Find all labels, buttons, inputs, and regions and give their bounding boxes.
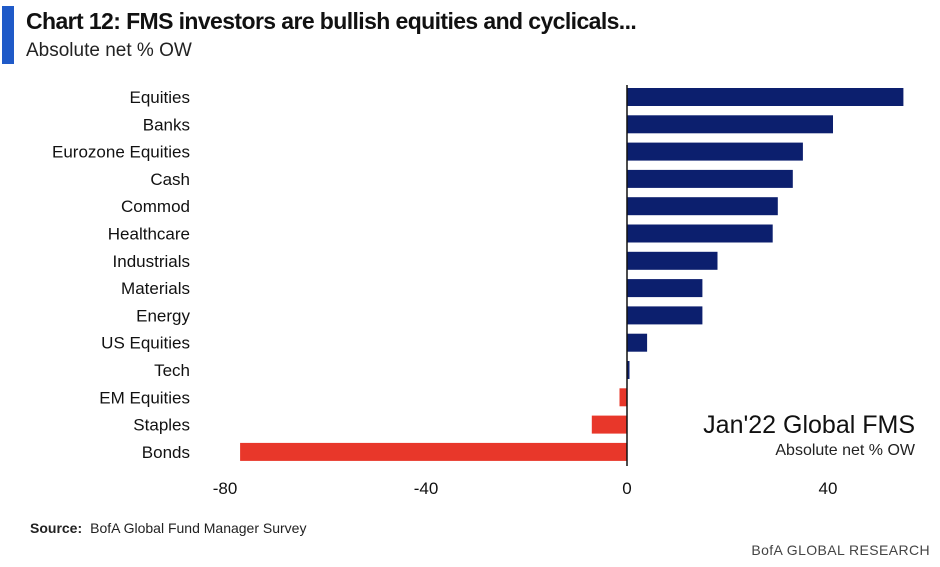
- bar-tech: [627, 361, 630, 379]
- annotation-subtitle: Absolute net % OW: [775, 442, 916, 459]
- brand-footer: BofA GLOBAL RESEARCH: [751, 542, 930, 558]
- chart-title: Chart 12: FMS investors are bullish equi…: [26, 8, 637, 34]
- category-label: Bonds: [142, 443, 190, 462]
- category-label: Staples: [133, 416, 190, 435]
- category-label: Banks: [143, 115, 190, 134]
- category-label: US Equities: [101, 334, 190, 353]
- bar-cash: [627, 169, 793, 188]
- category-label: Commod: [121, 197, 190, 216]
- bar-materials: [627, 279, 703, 298]
- source-note: Source: BofA Global Fund Manager Survey: [30, 520, 306, 536]
- bar-eurozone-equities: [627, 142, 803, 161]
- x-tick-label: -40: [414, 479, 439, 498]
- x-tick-label: 40: [819, 479, 838, 498]
- x-tick-label: -80: [213, 479, 238, 498]
- bar-healthcare: [627, 224, 773, 243]
- bar-staples: [591, 415, 627, 434]
- source-label: Source:: [30, 520, 83, 536]
- bar-bonds: [240, 442, 627, 461]
- source-text: BofA Global Fund Manager Survey: [90, 520, 307, 536]
- category-label: Materials: [121, 279, 190, 298]
- title-accent-bar: [2, 6, 14, 64]
- x-tick-label: 0: [622, 479, 631, 498]
- bar-commod: [627, 197, 778, 216]
- category-label: Healthcare: [108, 225, 190, 244]
- category-label: Energy: [136, 306, 190, 325]
- bar-equities: [627, 88, 904, 106]
- bar-industrials: [627, 251, 718, 270]
- category-label: Equities: [130, 88, 190, 107]
- chart-subtitle: Absolute net % OW: [26, 40, 192, 61]
- category-label: EM Equities: [99, 388, 190, 407]
- category-label: Industrials: [113, 252, 190, 271]
- annotation-title: Jan'22 Global FMS: [703, 411, 915, 439]
- category-label: Cash: [150, 170, 190, 189]
- bar-em-equities: [619, 388, 627, 407]
- category-label: Tech: [154, 361, 190, 380]
- bar-banks: [627, 115, 833, 134]
- category-label: Eurozone Equities: [52, 143, 190, 162]
- bar-energy: [627, 306, 703, 325]
- bar-us-equities: [627, 333, 648, 352]
